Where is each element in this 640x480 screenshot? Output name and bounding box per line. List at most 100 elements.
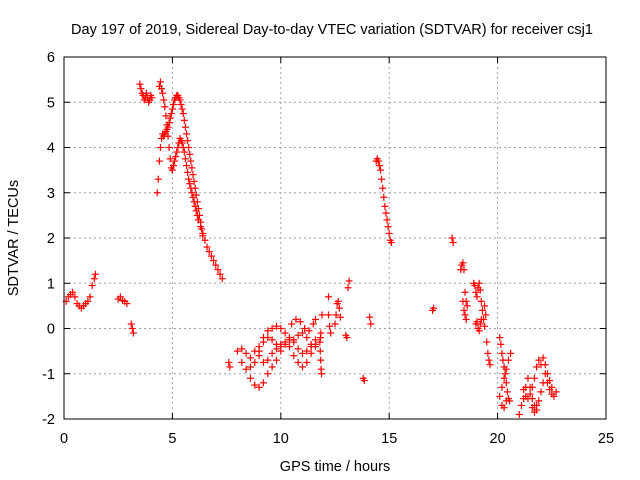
data-point xyxy=(550,392,558,400)
data-point xyxy=(326,322,334,330)
data-point xyxy=(184,137,192,145)
data-point xyxy=(86,293,94,301)
data-point xyxy=(246,354,254,362)
data-point xyxy=(180,116,188,124)
data-point xyxy=(246,363,254,371)
data-point xyxy=(168,166,176,174)
data-point xyxy=(185,175,193,183)
data-point xyxy=(169,162,177,170)
data-point xyxy=(180,148,188,156)
data-point xyxy=(71,293,79,301)
data-point xyxy=(541,361,549,369)
data-point xyxy=(311,315,319,323)
y-tick-labels: -2 -1 0 1 2 3 4 5 6 xyxy=(42,50,55,428)
data-point xyxy=(91,270,99,278)
data-point xyxy=(301,325,309,332)
data-point xyxy=(303,347,311,355)
data-point xyxy=(290,352,298,360)
data-point xyxy=(533,401,541,409)
data-point xyxy=(179,110,187,118)
data-point xyxy=(173,148,181,156)
data-point xyxy=(189,171,197,179)
data-point xyxy=(181,123,189,131)
data-point xyxy=(383,216,391,224)
data-point xyxy=(169,101,177,109)
data-point xyxy=(272,356,280,364)
data-point xyxy=(153,189,161,197)
data-point xyxy=(344,284,352,292)
data-point xyxy=(268,363,276,371)
data-point xyxy=(264,327,272,335)
data-point xyxy=(448,234,456,242)
data-point xyxy=(160,96,168,104)
data-point xyxy=(191,202,199,210)
y-tick-label: 4 xyxy=(47,141,55,157)
data-point xyxy=(298,329,306,337)
y-tick-label: 6 xyxy=(47,50,55,66)
data-point xyxy=(298,363,306,371)
data-point xyxy=(530,374,538,382)
data-point xyxy=(90,275,98,283)
data-point xyxy=(378,175,386,183)
data-point xyxy=(345,277,353,285)
data-point xyxy=(142,89,150,97)
data-point xyxy=(259,338,267,346)
data-point xyxy=(546,377,554,385)
data-point xyxy=(478,306,486,314)
data-point xyxy=(148,94,156,102)
data-point xyxy=(129,329,137,337)
data-point xyxy=(187,157,195,165)
data-point xyxy=(461,288,469,296)
data-point xyxy=(332,311,340,319)
data-point xyxy=(305,327,313,335)
data-point xyxy=(288,320,296,328)
data-point xyxy=(251,381,259,389)
data-point xyxy=(501,370,509,378)
data-point xyxy=(533,363,541,371)
data-point xyxy=(272,340,280,348)
data-point xyxy=(171,157,179,165)
data-point xyxy=(163,121,171,129)
data-point xyxy=(380,193,388,201)
data-point xyxy=(548,383,556,391)
data-point xyxy=(214,266,222,274)
data-point xyxy=(366,313,374,321)
data-point xyxy=(517,401,525,409)
data-point xyxy=(259,379,267,387)
data-point xyxy=(367,320,375,328)
data-point xyxy=(486,361,494,369)
data-point xyxy=(159,89,167,97)
data-point xyxy=(296,318,304,326)
data-point xyxy=(311,340,319,348)
data-point xyxy=(166,155,174,163)
data-point xyxy=(318,370,326,378)
data-point xyxy=(472,288,480,296)
data-point xyxy=(503,388,511,396)
chart-title: Day 197 of 2019, Sidereal Day-to-day VTE… xyxy=(71,22,593,38)
data-point xyxy=(334,297,342,305)
data-point xyxy=(166,114,174,122)
data-point xyxy=(188,164,196,172)
data-point xyxy=(285,343,293,351)
data-point xyxy=(158,85,166,93)
data-point xyxy=(193,211,201,219)
data-point xyxy=(535,356,543,364)
data-point xyxy=(496,392,504,400)
x-tick-label: 15 xyxy=(381,431,397,447)
data-point xyxy=(178,105,186,113)
data-point xyxy=(539,354,547,362)
data-point xyxy=(524,395,532,403)
data-point xyxy=(187,184,195,192)
data-point xyxy=(528,404,536,412)
data-point xyxy=(172,153,180,161)
data-point xyxy=(316,338,324,346)
data-point xyxy=(460,266,468,274)
data-point xyxy=(379,184,387,192)
x-tick-label: 10 xyxy=(273,431,289,447)
data-point xyxy=(537,388,545,396)
data-point xyxy=(186,150,194,158)
data-point xyxy=(176,96,184,104)
data-point xyxy=(482,311,490,319)
data-point xyxy=(210,257,218,265)
